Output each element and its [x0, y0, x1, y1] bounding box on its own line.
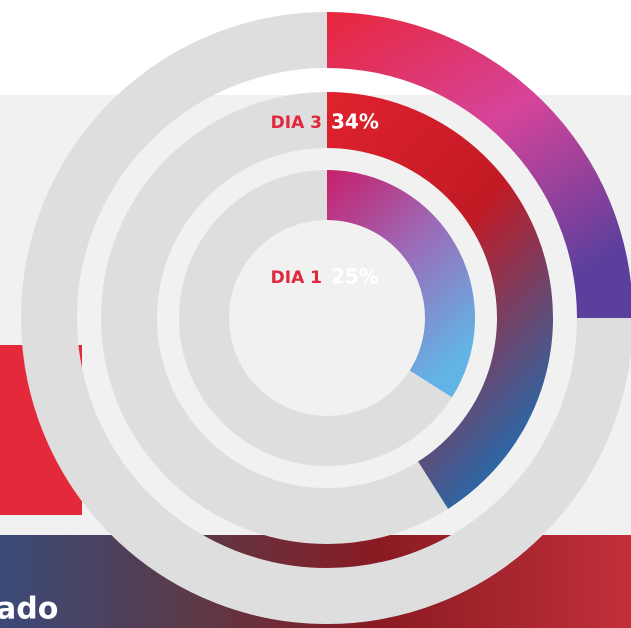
category-label: DIA 1 — [271, 268, 322, 288]
banner-text: ado — [0, 592, 58, 627]
radial-chart: DIA 125%DIA 241%DIA 334% — [21, 12, 631, 624]
value-label: 34% — [331, 110, 379, 134]
value-label: 25% — [331, 265, 379, 289]
ring-bar — [327, 12, 631, 318]
ring-bar — [327, 170, 475, 398]
category-label: DIA 3 — [271, 113, 322, 133]
ring-bar — [327, 92, 553, 509]
